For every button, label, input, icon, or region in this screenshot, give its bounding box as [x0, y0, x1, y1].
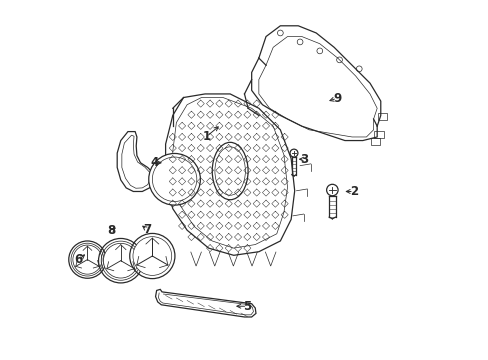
Text: 2: 2 — [349, 185, 357, 198]
Polygon shape — [155, 289, 255, 317]
Text: 8: 8 — [107, 224, 115, 238]
Text: 4: 4 — [150, 156, 158, 169]
Circle shape — [289, 149, 297, 157]
Polygon shape — [117, 132, 154, 192]
Circle shape — [103, 243, 138, 278]
Circle shape — [133, 237, 171, 275]
Ellipse shape — [212, 142, 247, 200]
Text: 1: 1 — [203, 130, 210, 143]
Text: 5: 5 — [243, 300, 251, 313]
Circle shape — [326, 184, 337, 196]
Text: 6: 6 — [75, 253, 83, 266]
Text: 3: 3 — [300, 153, 308, 166]
Text: 7: 7 — [142, 223, 151, 236]
Circle shape — [148, 153, 200, 205]
Text: 9: 9 — [332, 92, 341, 105]
Circle shape — [73, 245, 102, 274]
